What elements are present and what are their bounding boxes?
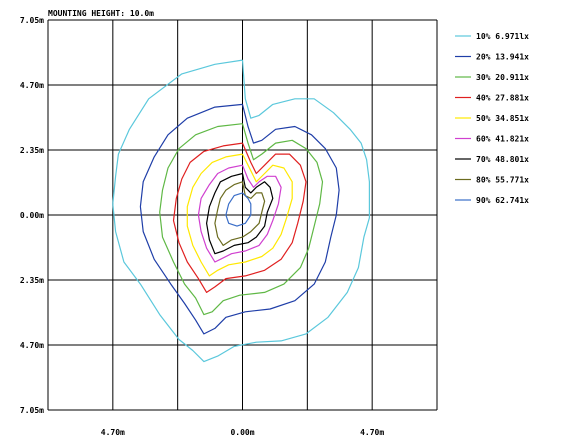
- x-tick-label: 0.00m: [230, 428, 254, 437]
- legend-label: 50% 34.851x: [476, 114, 529, 123]
- y-tick-label: 7.05m: [20, 16, 44, 25]
- y-tick-label: 2.35m: [20, 146, 44, 155]
- legend-label: 30% 20.911x: [476, 73, 529, 82]
- contour-lines: [112, 59, 370, 363]
- legend-label: 40% 27.881x: [476, 94, 529, 103]
- contour-line: [206, 172, 274, 255]
- legend-label: 60% 41.821x: [476, 135, 529, 144]
- legend-label: 20% 13.941x: [476, 53, 529, 62]
- grid: [47, 19, 438, 411]
- contour-line: [214, 181, 266, 246]
- contour-line: [197, 164, 282, 263]
- contour-line: [186, 153, 293, 277]
- contour-line: [225, 192, 252, 227]
- y-tick-label: 7.05m: [20, 406, 44, 415]
- legend-label: 70% 48.801x: [476, 155, 529, 164]
- x-tick-label: 4.70m: [360, 428, 384, 437]
- y-tick-label: 4.70m: [20, 341, 44, 350]
- y-tick-label: 4.70m: [20, 81, 44, 90]
- contour-line: [139, 103, 340, 335]
- legend: 10% 6.971lx 20% 13.941x 30% 20.911x 40% 27.…: [455, 32, 529, 205]
- chart-title: MOUNTING HEIGHT: 10.0m: [48, 9, 154, 18]
- y-tick-label: 0.00m: [20, 211, 44, 220]
- contour-line: [159, 123, 324, 316]
- x-tick-label: 4.70m: [101, 428, 125, 437]
- y-tick-label: 2.35m: [20, 276, 44, 285]
- legend-label: 90% 62.741x: [476, 196, 529, 205]
- y-tick-labels: 7.05m 4.70m 2.35m 0.00m 2.35m 4.70m 7.05m: [20, 16, 44, 415]
- legend-label: 10% 6.971lx: [476, 32, 529, 41]
- x-tick-labels: 4.70m 0.00m 4.70m: [101, 428, 385, 437]
- contour-line: [172, 142, 307, 293]
- legend-label: 80% 55.771x: [476, 176, 529, 185]
- contour-line: [112, 59, 370, 363]
